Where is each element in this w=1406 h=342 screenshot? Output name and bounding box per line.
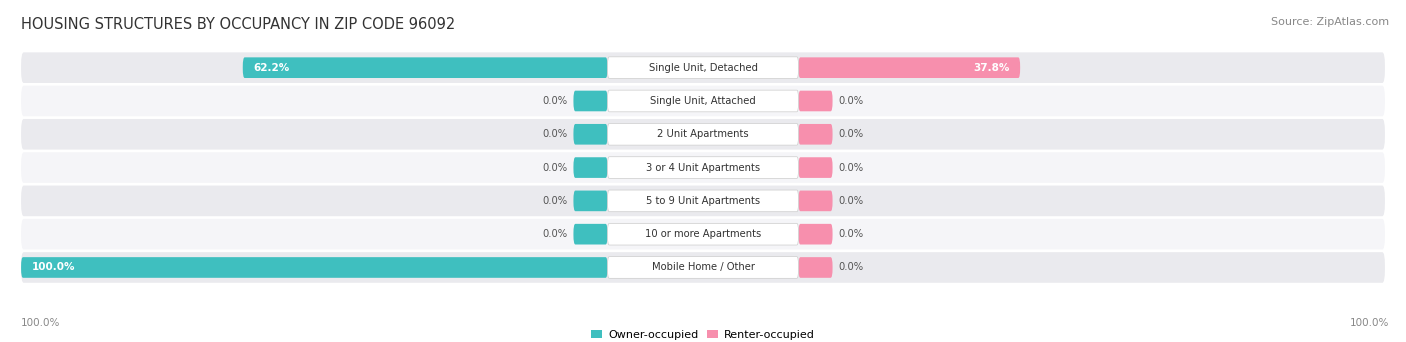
- Text: 0.0%: 0.0%: [543, 196, 568, 206]
- Text: 0.0%: 0.0%: [543, 129, 568, 139]
- FancyBboxPatch shape: [607, 223, 799, 245]
- Text: HOUSING STRUCTURES BY OCCUPANCY IN ZIP CODE 96092: HOUSING STRUCTURES BY OCCUPANCY IN ZIP C…: [21, 17, 456, 32]
- Text: Single Unit, Detached: Single Unit, Detached: [648, 63, 758, 73]
- FancyBboxPatch shape: [574, 91, 607, 111]
- FancyBboxPatch shape: [21, 86, 1385, 116]
- FancyBboxPatch shape: [799, 91, 832, 111]
- Text: Source: ZipAtlas.com: Source: ZipAtlas.com: [1271, 17, 1389, 27]
- Legend: Owner-occupied, Renter-occupied: Owner-occupied, Renter-occupied: [586, 325, 820, 342]
- Text: 37.8%: 37.8%: [973, 63, 1010, 73]
- Text: Mobile Home / Other: Mobile Home / Other: [651, 262, 755, 273]
- FancyBboxPatch shape: [799, 57, 1021, 78]
- Text: 0.0%: 0.0%: [543, 162, 568, 173]
- FancyBboxPatch shape: [574, 157, 607, 178]
- FancyBboxPatch shape: [607, 256, 799, 278]
- Text: 100.0%: 100.0%: [21, 318, 60, 328]
- FancyBboxPatch shape: [21, 186, 1385, 216]
- FancyBboxPatch shape: [21, 52, 1385, 83]
- Text: 0.0%: 0.0%: [543, 229, 568, 239]
- FancyBboxPatch shape: [574, 124, 607, 145]
- Text: 0.0%: 0.0%: [838, 196, 863, 206]
- FancyBboxPatch shape: [799, 190, 832, 211]
- FancyBboxPatch shape: [21, 119, 1385, 149]
- FancyBboxPatch shape: [607, 123, 799, 145]
- FancyBboxPatch shape: [799, 224, 832, 245]
- FancyBboxPatch shape: [799, 124, 832, 145]
- FancyBboxPatch shape: [799, 257, 832, 278]
- FancyBboxPatch shape: [243, 57, 607, 78]
- Text: 0.0%: 0.0%: [838, 129, 863, 139]
- Text: 100.0%: 100.0%: [1350, 318, 1389, 328]
- Text: 0.0%: 0.0%: [838, 162, 863, 173]
- FancyBboxPatch shape: [574, 224, 607, 245]
- Text: 0.0%: 0.0%: [543, 96, 568, 106]
- Text: 10 or more Apartments: 10 or more Apartments: [645, 229, 761, 239]
- Text: Single Unit, Attached: Single Unit, Attached: [650, 96, 756, 106]
- FancyBboxPatch shape: [21, 152, 1385, 183]
- FancyBboxPatch shape: [607, 90, 799, 112]
- FancyBboxPatch shape: [607, 57, 799, 79]
- FancyBboxPatch shape: [21, 252, 1385, 283]
- FancyBboxPatch shape: [607, 157, 799, 179]
- FancyBboxPatch shape: [21, 219, 1385, 250]
- Text: 0.0%: 0.0%: [838, 96, 863, 106]
- Text: 0.0%: 0.0%: [838, 262, 863, 273]
- Text: 2 Unit Apartments: 2 Unit Apartments: [657, 129, 749, 139]
- FancyBboxPatch shape: [799, 157, 832, 178]
- Text: 62.2%: 62.2%: [253, 63, 290, 73]
- FancyBboxPatch shape: [574, 190, 607, 211]
- Text: 5 to 9 Unit Apartments: 5 to 9 Unit Apartments: [645, 196, 761, 206]
- FancyBboxPatch shape: [607, 190, 799, 212]
- Text: 0.0%: 0.0%: [838, 229, 863, 239]
- Text: 3 or 4 Unit Apartments: 3 or 4 Unit Apartments: [645, 162, 761, 173]
- Text: 100.0%: 100.0%: [31, 262, 75, 273]
- FancyBboxPatch shape: [21, 257, 607, 278]
